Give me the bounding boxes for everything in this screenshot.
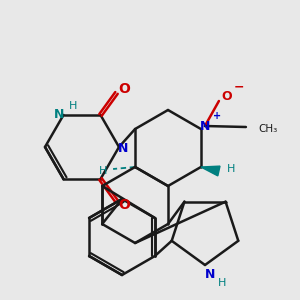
Text: N: N: [54, 109, 65, 122]
Text: O: O: [118, 82, 130, 96]
Text: O: O: [118, 198, 130, 212]
Text: N: N: [205, 268, 215, 281]
Text: −: −: [234, 80, 244, 94]
Text: N: N: [118, 142, 128, 154]
Text: N: N: [200, 119, 210, 133]
Text: H: H: [218, 278, 226, 288]
Text: H: H: [99, 166, 107, 176]
Text: +: +: [213, 111, 221, 121]
Text: O: O: [222, 91, 232, 103]
Text: CH₃: CH₃: [258, 124, 277, 134]
Text: H: H: [69, 101, 78, 111]
Polygon shape: [201, 166, 220, 176]
Text: H: H: [227, 164, 235, 174]
